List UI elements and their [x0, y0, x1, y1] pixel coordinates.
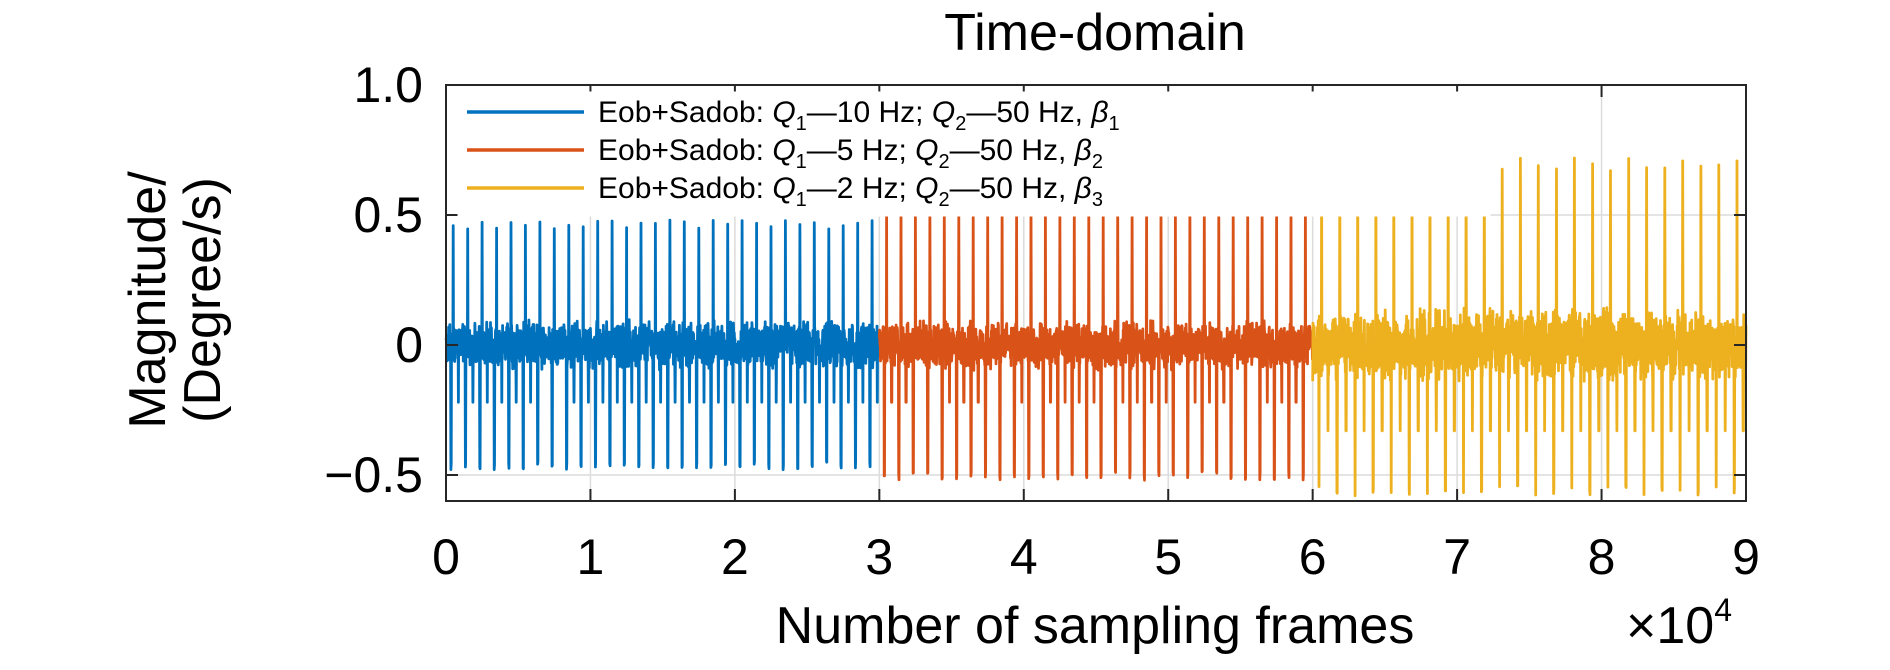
x-tick-label: 6	[1299, 529, 1327, 585]
x-exponent-label: ×104	[1626, 592, 1732, 655]
legend-entry-2: Eob+Sadob: Q1—5 Hz; Q2—50 Hz, β2	[598, 134, 1103, 173]
chart-title: Time-domain	[944, 4, 1246, 62]
legend: Eob+Sadob: Q1—10 Hz; Q2—50 Hz, β1Eob+Sad…	[457, 91, 1491, 217]
series-line-2	[877, 205, 1315, 482]
x-tick-label: 1	[577, 529, 605, 585]
y-tick-label: 1.0	[353, 57, 423, 113]
legend-entry-3: Eob+Sadob: Q1—2 Hz; Q2—50 Hz, β3	[598, 172, 1103, 211]
y-axis-label: Magnitude/ (Degree/s)	[119, 171, 232, 429]
y-tick-label: 0	[395, 317, 423, 373]
series-layer	[444, 156, 1748, 498]
x-tick-label: 3	[865, 529, 893, 585]
x-tick-label: 0	[432, 529, 460, 585]
ticks	[445, 84, 1747, 501]
tick-labels: 0 1 2 3 4 5 6 7 8 91.00.50−0.5	[324, 57, 1760, 585]
x-tick-label: 2	[721, 529, 749, 585]
y-axis-label-line2: (Degree/s)	[174, 177, 232, 423]
y-tick-label: −0.5	[324, 447, 423, 503]
x-exponent-base: ×104	[1626, 592, 1732, 655]
series-line-3	[1311, 156, 1748, 498]
x-axis-label: Number of sampling frames	[776, 597, 1415, 655]
plot-frame	[445, 84, 1747, 502]
x-tick-label: 5	[1154, 529, 1182, 585]
legend-box	[457, 91, 1491, 217]
series-line-1	[444, 218, 881, 472]
y-tick-label: 0.5	[353, 187, 423, 243]
y-axis-label-line1: Magnitude/	[119, 171, 177, 429]
x-tick-label: 4	[1010, 529, 1038, 585]
x-tick-label: 7	[1443, 529, 1471, 585]
x-tick-label: 9	[1732, 529, 1760, 585]
x-tick-label: 8	[1588, 529, 1616, 585]
legend-entry-1: Eob+Sadob: Q1—10 Hz; Q2—50 Hz, β1	[598, 96, 1120, 135]
x-exponent-power: 4	[1714, 592, 1732, 628]
x-exponent-times: ×10	[1626, 597, 1714, 655]
